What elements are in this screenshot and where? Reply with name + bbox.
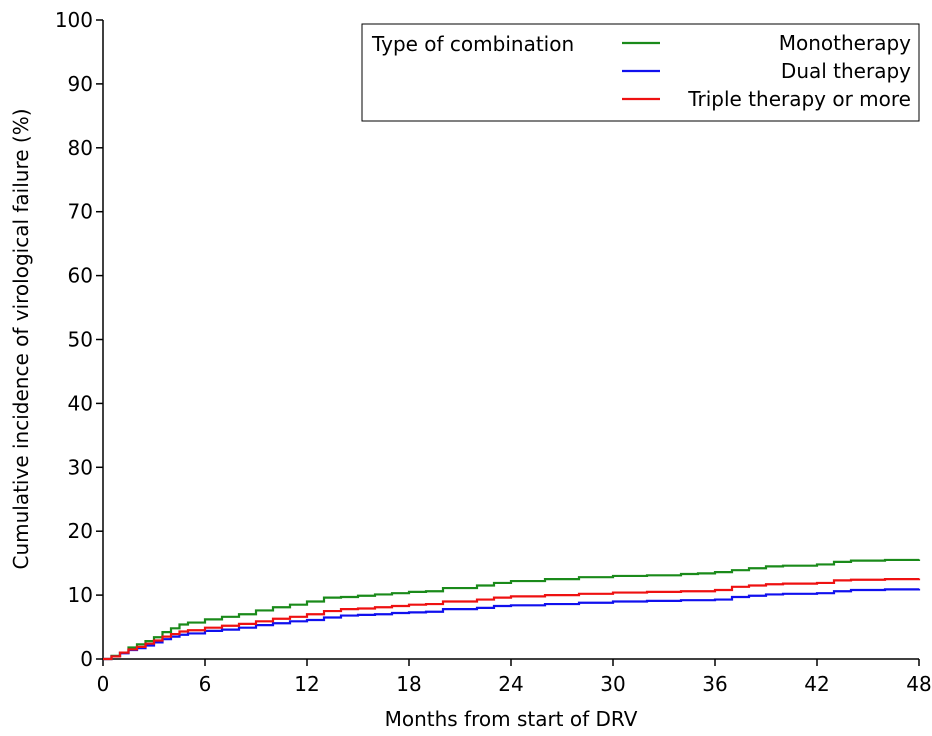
y-tick-label: 60 — [68, 264, 93, 288]
y-tick-label: 10 — [68, 583, 93, 607]
y-tick-label: 100 — [55, 8, 93, 32]
x-ticks: 0 6 12 18 24 30 36 42 48 — [97, 659, 932, 696]
x-tick-label: 6 — [199, 672, 212, 696]
series-lines — [103, 558, 921, 661]
y-tick-label: 80 — [68, 136, 93, 160]
y-tick-label: 50 — [68, 328, 93, 352]
legend-title: Type of combination — [371, 32, 574, 56]
legend-label-dual-therapy: Dual therapy — [781, 59, 911, 83]
x-tick-label: 48 — [906, 672, 931, 696]
x-tick-label: 18 — [396, 672, 421, 696]
x-tick-label: 30 — [600, 672, 625, 696]
legend: Type of combination Monotherapy Dual ther… — [361, 23, 920, 122]
series-line-dual-therapy — [103, 588, 921, 661]
series-line-monotherapy — [103, 558, 921, 661]
legend-label-monotherapy: Monotherapy — [779, 31, 911, 55]
x-tick-label: 0 — [97, 672, 110, 696]
x-axis-label: Months from start of DRV — [385, 707, 638, 731]
legend-label-triple-therapy-or-more: Triple therapy or more — [687, 87, 911, 111]
y-tick-label: 20 — [68, 519, 93, 543]
x-tick-label: 12 — [294, 672, 319, 696]
series-line-triple-therapy-or-more — [103, 578, 921, 661]
x-tick-label: 42 — [804, 672, 829, 696]
y-tick-label: 40 — [68, 391, 93, 415]
legend-entries: Monotherapy Dual therapy Triple therapy or… — [622, 31, 911, 111]
y-ticks: 0 10 20 30 40 50 60 70 80 90 100 — [55, 8, 103, 671]
y-axis-label: Cumulative incidence of virological fail… — [9, 108, 33, 569]
legend-box — [361, 23, 920, 122]
y-tick-label: 70 — [68, 200, 93, 224]
x-tick-label: 36 — [702, 672, 727, 696]
y-tick-label: 0 — [80, 647, 93, 671]
y-tick-label: 30 — [68, 455, 93, 479]
x-tick-label: 24 — [498, 672, 523, 696]
y-tick-label: 90 — [68, 72, 93, 96]
